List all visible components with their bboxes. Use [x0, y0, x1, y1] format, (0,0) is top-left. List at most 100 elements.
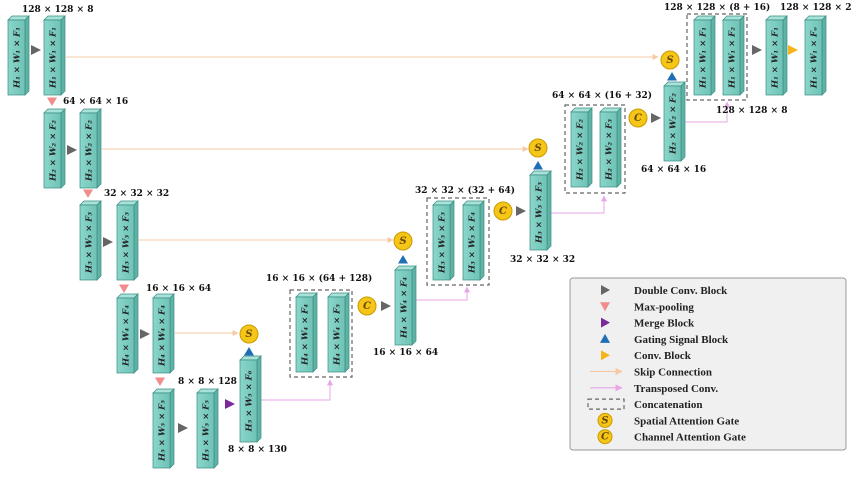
block-front: [239, 359, 258, 443]
maxpool-arrow: [119, 284, 129, 293]
legend-label: Conv. Block: [634, 350, 692, 362]
channel-gate-d4: C: [357, 296, 377, 316]
gate-circle: [239, 324, 259, 344]
spatial-gate-d1: S: [660, 50, 680, 70]
gate-circle: [393, 231, 413, 251]
concat-box-d1: [686, 13, 748, 101]
block-front: [462, 204, 481, 281]
block-side: [96, 108, 102, 189]
conv-arrow: [788, 45, 798, 55]
dec-d2-out-dim: 64 × 64 × 16: [641, 165, 706, 175]
dec-d1-block-b: H₁ × W₁ × F₂: [722, 15, 745, 96]
dec-d2-concat-dim: 64 × 64 × (16 + 32): [552, 90, 652, 101]
enc-l4-block-a: H₄ × W₄ × F₄: [116, 293, 139, 374]
block-side: [213, 388, 219, 469]
blocks-layer: H₁ × W₁ × F₁ H₁ × W₁ × F₁ H₂ × W₂ × F₂ H₂ ×…: [7, 15, 827, 469]
block-front: [663, 85, 682, 162]
enc-l3-block-b: H₃ × W₃ × F₃: [116, 200, 139, 281]
enc-l1-dim: 128 × 128 × 8: [22, 5, 93, 15]
block-label: H₂ × W₂ × F₃: [605, 119, 615, 181]
block-front: [196, 392, 215, 469]
block-label: H₁ × W₁ × F₁: [49, 27, 59, 89]
block-front: [7, 19, 26, 96]
legend-item: Concatenation: [587, 398, 702, 411]
block-front: [79, 112, 98, 189]
block-front: [599, 111, 618, 188]
maxpool-arrow: [47, 97, 57, 106]
gate-circle: [493, 201, 513, 221]
double-conv-arrow: [381, 301, 391, 311]
legend-item: Gating Signal Block: [600, 333, 729, 346]
block-front: [79, 204, 98, 281]
enc-l1-block-a: H₁ × W₁ × F₁: [7, 15, 30, 96]
labels-layer: 128 × 128 × 8 64 × 64 × 16 32 × 32 × 32 …: [22, 2, 851, 455]
block-front: [152, 392, 171, 469]
maxpool-arrow: [83, 189, 93, 198]
block-label: H₃ × W₃ × F₃: [535, 182, 545, 244]
legend-gate-letter: S: [601, 415, 608, 426]
block-side: [133, 293, 139, 374]
legend-gate-letter: C: [601, 432, 609, 443]
legend-symbol: [600, 333, 610, 343]
block-label: H₃ × W₃ × F₃: [85, 212, 95, 274]
dec-d3-concat-dim: 32 × 32 × (32 + 64): [415, 185, 515, 196]
block-side: [312, 292, 318, 373]
block-front: [116, 297, 135, 374]
legend-symbol: [601, 350, 610, 361]
bottleneck-dim: 8 × 8 × 130: [228, 445, 287, 455]
dec-d4-out-block: H₄ × W₄ × F₄: [394, 265, 417, 346]
tconv-d2: [547, 195, 607, 214]
legend-label: Max-pooling: [634, 301, 694, 313]
block-label: H₄ × W₄ × F₅: [333, 304, 343, 366]
block-side: [782, 15, 788, 96]
dec-d4-concat-dim: 16 × 16 × (64 + 128): [266, 273, 372, 284]
block-front: [152, 297, 171, 374]
legend-label: Concatenation: [634, 399, 702, 411]
spatial-gate-d4: S: [239, 324, 259, 344]
gating-arrow: [667, 72, 677, 81]
gate-letter: S: [666, 55, 673, 66]
block-front: [693, 19, 712, 96]
concat-box-d4: [289, 289, 353, 378]
gate-letter: C: [499, 206, 507, 217]
dec-d2-out-block: H₂ × W₂ × F₂: [663, 81, 686, 162]
dec-d1-out-block: H₁ × W₁ × F₁: [765, 15, 788, 96]
block-label: H₄ × W₄ × F₄: [122, 305, 132, 367]
enc-l4-dim: 16 × 16 × 64: [146, 284, 211, 294]
block-front: [804, 19, 823, 96]
legend-item: S Spatial Attention Gate: [597, 412, 739, 428]
legend-label: Skip Connection: [634, 367, 712, 379]
gate-letter: S: [534, 143, 541, 154]
concat-box-d2: [564, 104, 626, 194]
gating-arrow: [533, 161, 543, 170]
dec-d1-block-a: H₁ × W₁ × F₁: [693, 15, 716, 96]
legend-box: [569, 277, 847, 451]
block-side: [739, 15, 745, 96]
block-label: H₂ × W₂ × F₂: [85, 120, 95, 182]
channel-gate-d2: C: [628, 108, 648, 128]
block-side: [546, 170, 552, 251]
enc-l3-block-a: H₃ × W₃ × F₃: [79, 200, 102, 281]
legend-item: Conv. Block: [601, 350, 692, 362]
dec-d4-out-dim: 16 × 16 × 64: [373, 348, 438, 358]
block-label: H₅ × W₅ × F₅: [158, 400, 168, 462]
block-side: [587, 107, 593, 188]
double-conv-arrow: [516, 206, 526, 216]
block-side: [411, 265, 417, 346]
block-side: [344, 292, 350, 373]
legend-item: Transposed Conv.: [590, 383, 718, 395]
legend-symbol: [601, 285, 610, 295]
double-conv-arrow: [140, 329, 150, 339]
block-label: H₂ × W₂ × F₂: [576, 119, 586, 181]
gate-circle: [628, 108, 648, 128]
block-side: [616, 107, 622, 188]
gate-circle: [660, 50, 680, 70]
double-conv-arrow: [67, 145, 77, 155]
enc-l2-block-a: H₂ × W₂ × F₂: [43, 108, 66, 189]
symbols-layer: S C S C S C S: [31, 13, 798, 433]
legend-item: Max-pooling: [600, 301, 694, 313]
block-side: [449, 200, 455, 281]
legend-label: Spatial Attention Gate: [634, 415, 739, 427]
gate-letter: S: [245, 329, 252, 340]
block-label: H₁ × W₁ × F₂: [728, 27, 738, 89]
